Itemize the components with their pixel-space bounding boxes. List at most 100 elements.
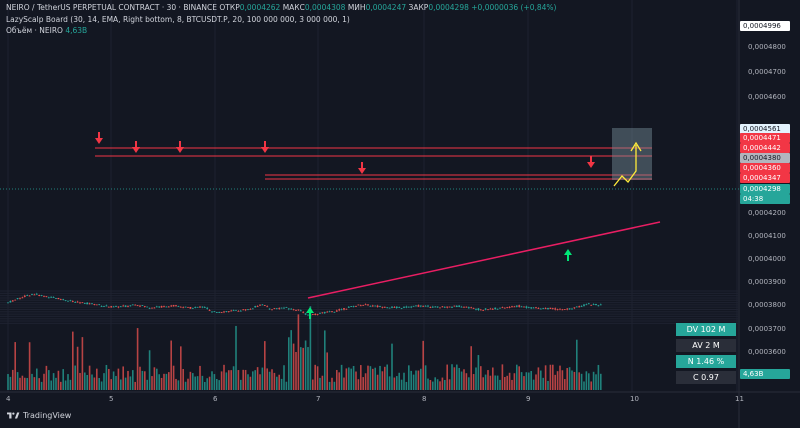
candle-body <box>237 310 240 312</box>
candle-body <box>561 309 564 311</box>
price-tick: 0,0003900 <box>748 278 786 286</box>
volume-bar <box>511 379 513 390</box>
volume-bar <box>290 330 292 390</box>
volume-bar <box>84 372 86 390</box>
volume-bar <box>81 337 84 390</box>
candle-body <box>103 306 105 307</box>
volume-bar <box>482 377 484 390</box>
candle-body <box>527 307 530 309</box>
volume-bar <box>564 379 566 390</box>
candle-body <box>191 308 194 309</box>
volume-bar <box>595 374 597 390</box>
volume-bar <box>525 372 528 390</box>
candle-body <box>446 306 449 308</box>
candle-body <box>158 306 161 308</box>
volume-bar <box>326 352 328 390</box>
projection-arrowhead <box>630 141 642 152</box>
volume-bar <box>331 377 333 390</box>
candle-body <box>110 306 113 308</box>
volume-bar <box>122 366 124 390</box>
candle-body <box>511 306 513 308</box>
tradingview-logo-icon <box>7 412 20 419</box>
tradingview-brand[interactable]: TradingView <box>6 411 71 420</box>
price-label-countdown: 04:38 <box>740 194 790 204</box>
candle-body <box>187 306 189 308</box>
volume-bar <box>381 371 384 390</box>
candle-body <box>136 305 139 307</box>
candle-body <box>194 307 197 308</box>
candle-body <box>177 306 180 307</box>
price-tick: 0,0003600 <box>748 348 786 356</box>
symbol-title[interactable]: NEIRO / TetherUS PERPETUAL CONTRACT · 30… <box>6 3 218 12</box>
volume-bar <box>384 366 386 390</box>
candle-body <box>297 309 300 311</box>
close-label: ЗАКР <box>408 3 429 12</box>
volume-bar <box>470 346 472 390</box>
candle-body <box>155 306 158 308</box>
candle-body <box>316 313 319 315</box>
candle-body <box>31 294 33 295</box>
candle-body <box>453 305 456 307</box>
volume-bar <box>496 375 499 390</box>
volume-bar <box>19 377 21 390</box>
candle-body <box>239 310 242 312</box>
volume-bar <box>412 374 415 390</box>
price-label-4347: 0,0004347 <box>740 173 790 183</box>
volume-bar <box>376 374 379 390</box>
volume-bar <box>556 371 559 390</box>
indicator-legend[interactable]: LazyScalp Board (30, 14, EMA, Right bott… <box>6 15 350 24</box>
volume-bar <box>537 367 540 390</box>
candle-body <box>321 312 324 314</box>
volume-legend[interactable]: Объём · NEIRO 4,63B <box>6 26 87 35</box>
candle-body <box>88 303 91 305</box>
price-tick: 0,0004200 <box>748 209 786 217</box>
volume-bar <box>499 379 501 390</box>
volume-bar <box>129 376 132 390</box>
volume-bar <box>338 372 340 390</box>
candle-body <box>261 304 264 306</box>
volume-bar <box>520 372 523 390</box>
candle-body <box>35 293 38 295</box>
volume-bar <box>350 368 352 390</box>
candle-body <box>278 308 281 309</box>
volume-bar <box>96 368 98 390</box>
volume-bar <box>259 374 261 390</box>
volume-bar <box>79 372 81 390</box>
candle-body <box>501 307 504 309</box>
candle-body <box>434 306 437 308</box>
volume-bar <box>52 373 55 390</box>
volume-bar <box>333 381 336 390</box>
candle-body <box>515 305 518 307</box>
volume-bar <box>112 371 115 390</box>
volume-bar <box>367 365 369 390</box>
candle-body <box>141 305 144 306</box>
volume-bar <box>417 370 420 390</box>
price-tick: 0,0004800 <box>748 43 786 51</box>
volume-bar <box>432 381 434 390</box>
candle-body <box>117 306 120 308</box>
volume-bar <box>196 376 199 390</box>
candle-body <box>134 304 137 306</box>
candle-body <box>400 308 403 309</box>
candle-body <box>287 308 290 310</box>
volume-bar <box>105 364 108 390</box>
candle-body <box>189 306 192 309</box>
volume-bar <box>292 343 295 390</box>
price-label-4298: 0,0004298 <box>740 184 790 194</box>
volume-bar <box>124 377 127 390</box>
volume-bar <box>422 340 424 390</box>
candle-body <box>244 309 247 311</box>
candle-body <box>232 310 235 312</box>
candle-body <box>549 307 552 309</box>
volume-bar <box>252 371 254 390</box>
candle-body <box>139 305 141 307</box>
volume-bar <box>256 367 259 390</box>
candle-body <box>475 308 477 310</box>
price-label-4471: 0,0004471 <box>740 133 790 143</box>
volume-bar <box>235 325 237 390</box>
candle-body <box>388 307 391 309</box>
candle-body <box>143 306 146 307</box>
volume-bar <box>398 372 400 390</box>
